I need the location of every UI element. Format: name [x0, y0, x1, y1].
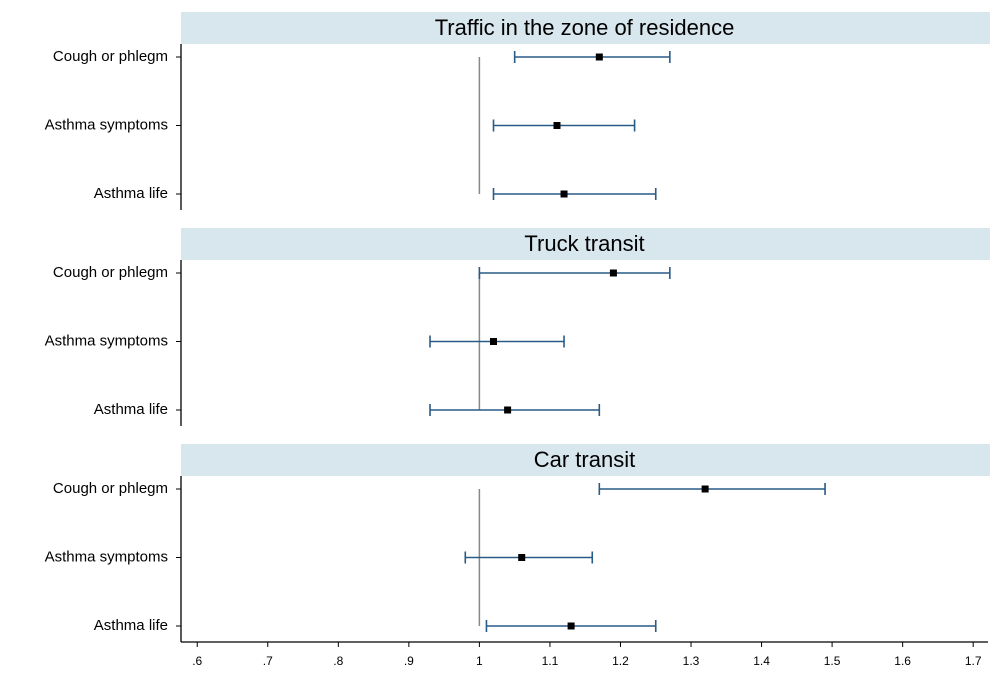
x-tick-label: 1: [476, 654, 483, 668]
category-label: Asthma life: [94, 617, 168, 634]
category-label: Asthma symptoms: [45, 116, 168, 133]
point-estimate: [609, 269, 617, 277]
point-estimate: [518, 554, 526, 561]
panel-header: [181, 444, 990, 476]
point-estimate: [560, 190, 568, 198]
panel-title: Truck transit: [524, 231, 644, 256]
x-tick-label: 1.1: [542, 654, 559, 668]
category-label: Cough or phlegm: [53, 48, 168, 65]
x-tick-label: .7: [263, 654, 273, 668]
panel-header: [181, 12, 990, 44]
x-tick-label: 1.7: [965, 654, 982, 668]
panel-title: Car transit: [534, 447, 635, 472]
x-tick-label: 1.6: [894, 654, 911, 668]
point-estimate: [701, 485, 709, 493]
point-estimate: [595, 53, 603, 61]
x-tick-label: 1.3: [683, 654, 700, 668]
x-tick-label: 1.2: [612, 654, 629, 668]
x-tick-label: .6: [192, 654, 202, 668]
category-label: Cough or phlegm: [53, 480, 168, 497]
point-estimate: [490, 338, 498, 345]
point-estimate: [567, 622, 575, 630]
category-label: Asthma symptoms: [45, 548, 168, 565]
category-label: Asthma life: [94, 185, 168, 202]
category-label: Asthma symptoms: [45, 332, 168, 349]
panel-title: Traffic in the zone of residence: [435, 15, 735, 40]
point-estimate: [504, 406, 512, 414]
x-tick-label: .9: [404, 654, 414, 668]
point-estimate: [553, 122, 561, 129]
x-tick-label: .8: [333, 654, 343, 668]
x-tick-label: 1.4: [753, 654, 770, 668]
category-label: Cough or phlegm: [53, 264, 168, 281]
panel-header: [181, 228, 990, 260]
category-label: Asthma life: [94, 401, 168, 418]
x-tick-label: 1.5: [824, 654, 841, 668]
